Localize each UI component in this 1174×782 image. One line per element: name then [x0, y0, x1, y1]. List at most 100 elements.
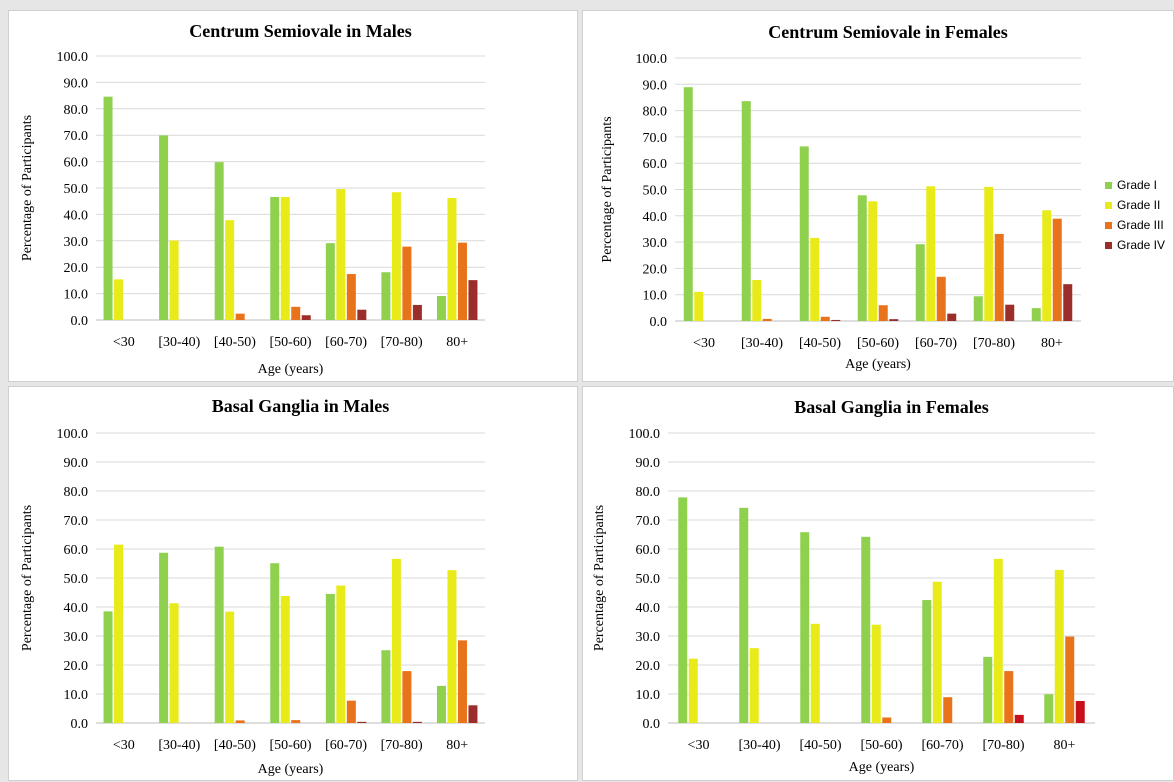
- y-tick-label: 0.0: [71, 717, 89, 732]
- bar: [1031, 308, 1041, 321]
- bar: [868, 201, 878, 321]
- bar: [159, 552, 169, 723]
- x-tick-label: [40-50): [214, 738, 256, 753]
- bar: [412, 304, 422, 320]
- y-tick-label: 0.0: [650, 315, 668, 330]
- bar: [336, 189, 346, 320]
- bar: [412, 721, 422, 723]
- bar: [457, 640, 467, 723]
- bar: [225, 220, 235, 320]
- bar: [1005, 304, 1015, 321]
- legend-item-grade-1: Grade I: [1105, 175, 1174, 195]
- x-tick-label: [60-70): [915, 336, 957, 351]
- bar: [103, 611, 113, 723]
- y-axis-label: Percentage of Participants: [20, 115, 35, 261]
- legend-swatch: [1105, 201, 1112, 209]
- y-tick-label: 0.0: [643, 717, 661, 732]
- bar: [1044, 694, 1054, 723]
- y-axis-label: Percentage of Participants: [20, 505, 35, 651]
- bar: [291, 720, 301, 723]
- legend-label: Grade III: [1117, 218, 1164, 232]
- legend-swatch: [1105, 241, 1112, 249]
- bar: [694, 291, 704, 321]
- bar: [436, 295, 446, 320]
- bar: [994, 233, 1004, 321]
- x-axis-label: Age (years): [849, 760, 915, 775]
- legend-swatch: [1105, 221, 1112, 229]
- y-tick-label: 60.0: [64, 543, 89, 558]
- chart-svg: Basal Ganglia in Males 0.0 10.0 20.0 30.0 40.…: [20, 396, 485, 777]
- chart-svg: Basal Ganglia in Females 0.0 10.0 20.0 30.0 4…: [592, 397, 1095, 775]
- x-tick-label: [70-80): [381, 738, 423, 753]
- y-tick-label: 40.0: [643, 210, 668, 225]
- bar: [346, 700, 356, 723]
- x-tick-label: [50-60): [270, 738, 312, 753]
- y-tick-label: 80.0: [64, 485, 89, 500]
- legend-label: Grade I: [1117, 178, 1158, 192]
- chart-title: Centrum Semiovale in Females: [768, 22, 1007, 42]
- y-tick-label: 50.0: [64, 182, 89, 197]
- bar: [889, 319, 899, 321]
- chart-title: Centrum Semiovale in Males: [189, 21, 411, 41]
- bar: [973, 296, 983, 321]
- bar: [1052, 218, 1062, 321]
- x-tick-label: [70-80): [973, 336, 1015, 351]
- bar: [678, 497, 688, 723]
- chart-legend: Grade I Grade II Grade III Grade IV: [1105, 175, 1174, 255]
- bar: [169, 603, 179, 723]
- bar: [402, 671, 412, 723]
- y-tick-label: 40.0: [64, 208, 89, 223]
- x-tick-label: [50-60): [861, 738, 903, 753]
- bar: [357, 721, 367, 723]
- bar: [291, 306, 301, 320]
- y-tick-label: 60.0: [64, 156, 89, 171]
- bar: [688, 658, 698, 723]
- bar: [1014, 714, 1024, 723]
- y-tick-label: 10.0: [643, 289, 668, 304]
- y-tick-label: 20.0: [636, 659, 661, 674]
- y-tick-label: 70.0: [643, 131, 668, 146]
- chart-svg: Centrum Semiovale in Females 0.0 10.0 20.0 3…: [600, 22, 1081, 372]
- bar: [983, 656, 993, 723]
- bar: [103, 96, 113, 320]
- x-tick-label: <30: [113, 335, 135, 350]
- legend-item-grade-4: Grade IV: [1105, 235, 1174, 255]
- y-tick-label: 50.0: [643, 184, 668, 199]
- bar: [820, 316, 830, 321]
- legend-swatch: [1105, 181, 1112, 189]
- bar: [391, 192, 401, 320]
- x-tick-label: [50-60): [270, 335, 312, 350]
- bar: [457, 242, 467, 320]
- bar: [436, 685, 446, 723]
- chart-title: Basal Ganglia in Females: [794, 397, 989, 417]
- y-tick-label: 40.0: [64, 601, 89, 616]
- x-tick-label: [60-70): [325, 335, 367, 350]
- x-tick-label: 80+: [446, 335, 468, 350]
- x-axis-label: Age (years): [258, 362, 324, 377]
- legend-label: Grade IV: [1117, 238, 1166, 252]
- y-tick-label: 50.0: [64, 572, 89, 587]
- y-tick-label: 100.0: [636, 52, 668, 67]
- bar: [1063, 284, 1073, 321]
- y-axis-label: Percentage of Participants: [592, 505, 607, 651]
- y-tick-label: 70.0: [64, 514, 89, 529]
- y-tick-label: 70.0: [64, 129, 89, 144]
- bar: [752, 279, 762, 321]
- y-tick-label: 80.0: [643, 105, 668, 120]
- y-tick-label: 10.0: [636, 688, 661, 703]
- bar: [1004, 671, 1014, 723]
- bar: [1065, 636, 1075, 723]
- y-tick-label: 30.0: [643, 236, 668, 251]
- bar: [810, 237, 820, 321]
- bar: [947, 313, 957, 321]
- y-tick-label: 10.0: [64, 688, 89, 703]
- bar: [984, 186, 994, 321]
- bar: [993, 558, 1003, 723]
- x-tick-label: [60-70): [922, 738, 964, 753]
- y-tick-label: 100.0: [57, 427, 89, 442]
- x-tick-label: 80+: [446, 738, 468, 753]
- x-tick-label: 80+: [1041, 336, 1063, 351]
- x-tick-label: [40-50): [799, 336, 841, 351]
- bar: [799, 146, 809, 321]
- bar: [280, 595, 290, 723]
